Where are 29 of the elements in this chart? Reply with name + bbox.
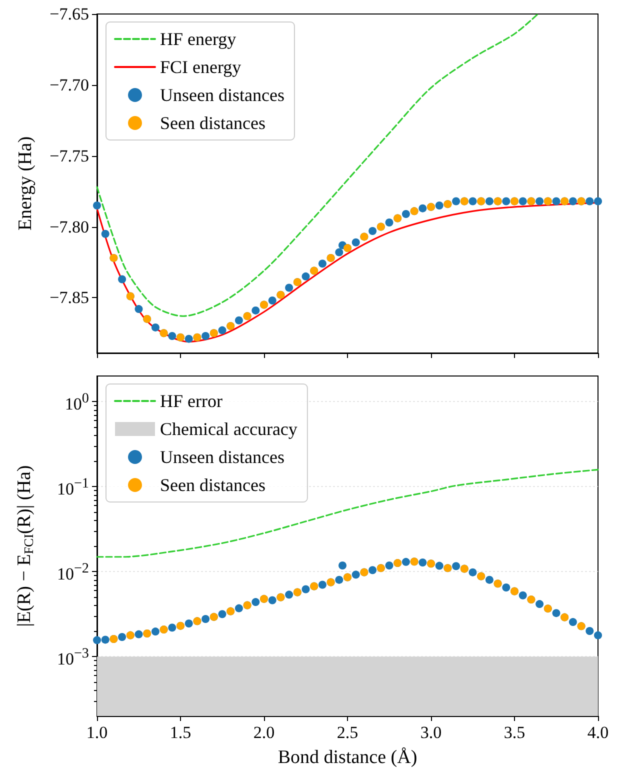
legend-label: HF energy — [160, 29, 236, 49]
y-tick-label: −7.80 — [50, 217, 89, 236]
y-tick-label: −7.75 — [50, 146, 89, 166]
line-series — [96, 468, 599, 558]
y-tick-label: 10$^{0}$ — [64, 390, 89, 413]
line-series — [96, 13, 539, 317]
x-tick-label: 4.0 — [587, 723, 609, 742]
y-tick-label: −7.85 — [50, 288, 89, 308]
legend-label: Unseen distances — [160, 85, 284, 105]
legend-label: Chemical accuracy — [160, 419, 298, 439]
x-tick-label: 3.5 — [504, 723, 526, 742]
y-tick-label: 10$^{−3}$ — [56, 645, 89, 668]
y-axis-title: Energy (Ha) — [15, 136, 36, 231]
legend-label: HF error — [160, 391, 222, 411]
x-tick-label: 3.0 — [420, 723, 442, 742]
x-axis-title: Bond distance (Å) — [278, 747, 418, 768]
legend-label: FCI energy — [160, 57, 242, 77]
y-tick-label: −7.70 — [50, 75, 89, 94]
x-tick-label: 1.0 — [86, 723, 108, 742]
y-tick-label: 10$^{−1}$ — [56, 475, 89, 498]
x-tick-label: 2.0 — [253, 723, 275, 742]
legend-label: Seen distances — [160, 113, 266, 133]
x-tick-label: 1.5 — [170, 723, 192, 742]
legend-label: Unseen distances — [160, 447, 284, 467]
y-tick-label: 10$^{−2}$ — [56, 560, 89, 583]
y-tick-label: −7.65 — [50, 4, 89, 24]
x-tick-label: 2.5 — [336, 723, 358, 742]
y-axis-title: |E(R) − EFCI(R)| (Ha) — [14, 465, 36, 627]
legend-label: Seen distances — [160, 475, 266, 495]
